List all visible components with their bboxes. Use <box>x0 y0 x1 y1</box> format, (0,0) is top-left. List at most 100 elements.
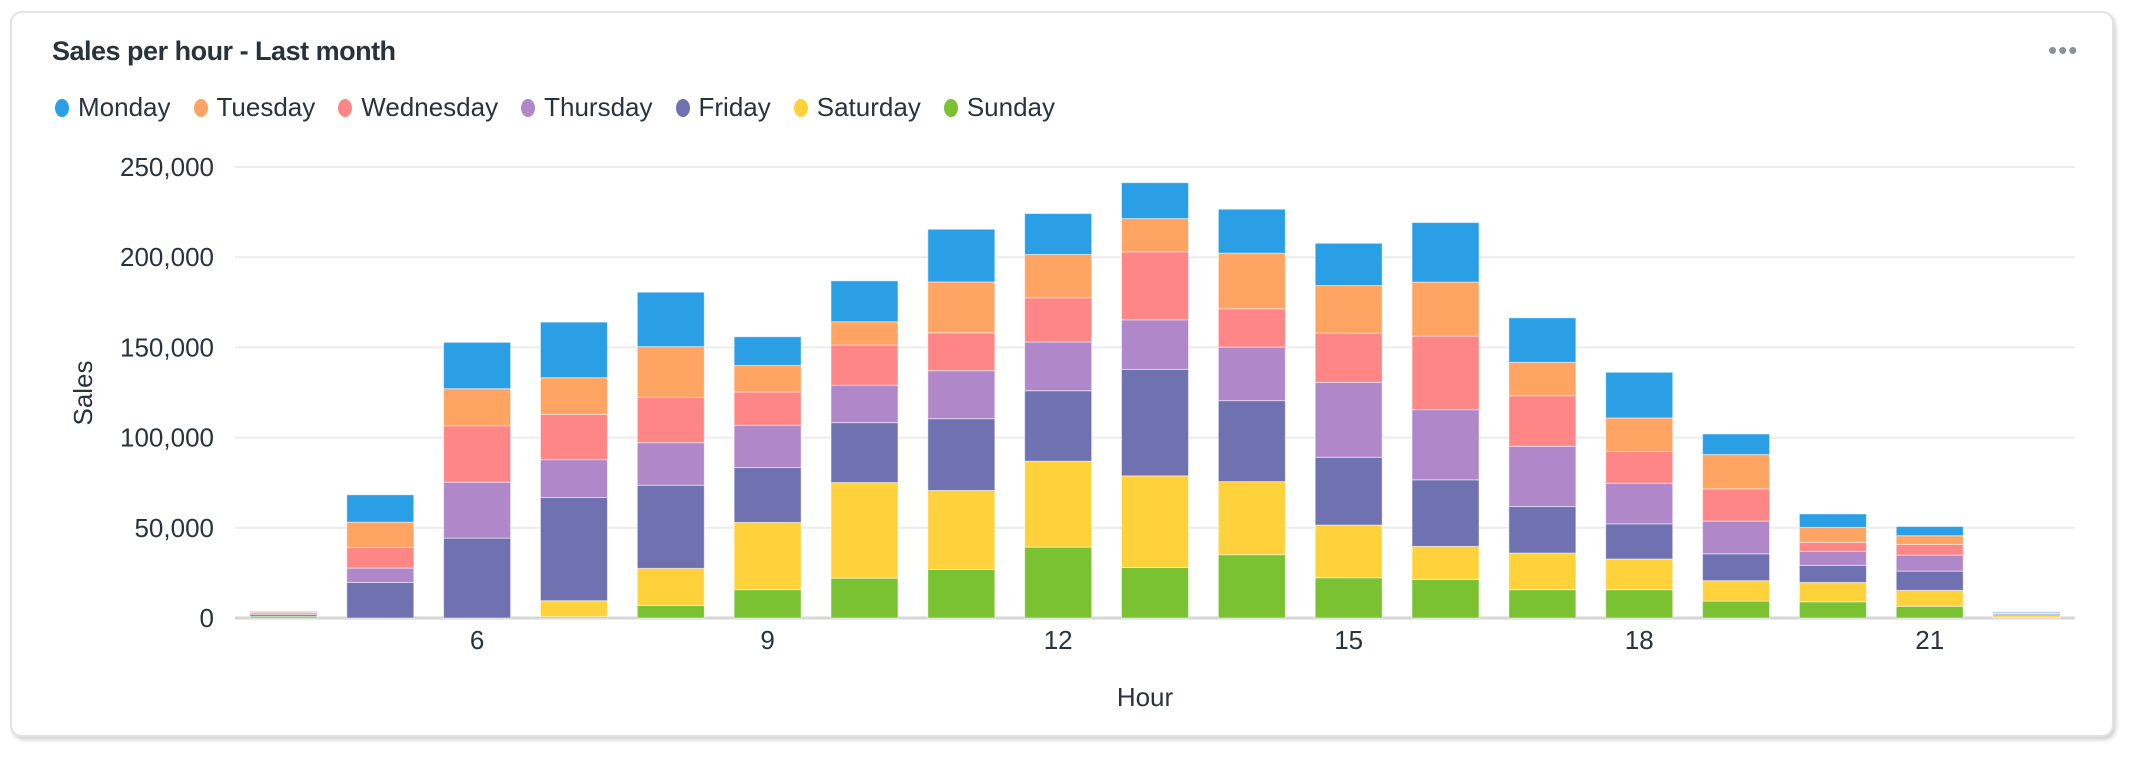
bar-segment-sunday-hour-13 <box>1121 566 1189 619</box>
bar-segment-thursday-hour-14 <box>1217 346 1286 402</box>
bar-segment-tuesday-hour-18 <box>1605 417 1674 452</box>
bar-segment-wednesday-hour-21 <box>1895 543 1964 556</box>
bar-segment-wednesday-hour-10 <box>830 344 899 386</box>
bar-segment-saturday-hour-7 <box>539 600 608 618</box>
legend-dot-icon <box>521 98 536 117</box>
bar-segment-sunday-hour-8 <box>636 604 705 619</box>
bar-segment-friday-hour-8 <box>636 484 705 569</box>
legend-item-thursday[interactable]: Thursday <box>521 92 653 123</box>
bar-segment-sunday-hour-9 <box>733 589 802 619</box>
legend-dot-icon <box>943 98 958 117</box>
bar-segment-wednesday-hour-6 <box>443 425 512 483</box>
bar-segment-saturday-hour-20 <box>1798 581 1867 603</box>
legend-item-wednesday[interactable]: Wednesday <box>338 92 498 123</box>
bar-segment-monday-hour-20 <box>1798 513 1867 528</box>
legend-item-sunday[interactable]: Sunday <box>943 92 1055 123</box>
bar-segment-thursday-hour-11 <box>927 370 996 420</box>
bar-segment-saturday-hour-8 <box>636 567 705 606</box>
bar-segment-friday-hour-10 <box>830 422 899 484</box>
bar-segment-sunday-hour-17 <box>1508 589 1577 619</box>
bar-segment-monday-hour-22 <box>1992 611 2061 614</box>
bar-segment-sunday-hour-11 <box>927 568 996 619</box>
x-tick-label: 9 <box>760 625 774 655</box>
bar-segment-sunday-hour-14 <box>1217 554 1286 619</box>
bar-segment-saturday-hour-18 <box>1605 558 1674 591</box>
bar-segment-friday-hour-17 <box>1508 506 1577 554</box>
bar-segment-tuesday-hour-4 <box>249 610 318 613</box>
bar-segment-monday-hour-21 <box>1895 526 1964 537</box>
bar-segment-sunday-hour-15 <box>1314 577 1383 619</box>
chart-title: Sales per hour - Last month <box>52 36 396 66</box>
bar-segment-sunday-hour-10 <box>830 577 899 619</box>
bar-segment-saturday-hour-12 <box>1024 460 1093 548</box>
bar-segment-monday-hour-12 <box>1024 213 1093 255</box>
bar-segment-saturday-hour-15 <box>1314 524 1383 579</box>
bar-segment-thursday-hour-20 <box>1798 550 1867 566</box>
bar-segment-friday-hour-9 <box>733 467 802 523</box>
bar-segment-thursday-hour-5 <box>346 567 415 583</box>
y-tick-label: 250,000 <box>120 152 214 182</box>
bar-segment-monday-hour-19 <box>1702 433 1771 456</box>
more-options-icon[interactable]: ••• <box>2048 35 2079 65</box>
y-tick-label: 150,000 <box>120 332 214 362</box>
bar-segment-monday-hour-11 <box>927 228 996 283</box>
bar-segment-monday-hour-5 <box>346 494 415 523</box>
bar-segment-friday-hour-19 <box>1702 553 1771 582</box>
bar-segment-thursday-hour-19 <box>1702 520 1771 555</box>
bar-segment-sunday-hour-21 <box>1895 605 1964 619</box>
bar-segment-thursday-hour-12 <box>1024 341 1093 392</box>
bar-segment-tuesday-hour-17 <box>1508 361 1577 397</box>
bar-segment-friday-hour-11 <box>927 418 996 491</box>
bar-segment-thursday-hour-9 <box>733 424 802 469</box>
legend-dot-icon <box>193 98 208 117</box>
bar-segment-wednesday-hour-18 <box>1605 450 1674 484</box>
y-tick-label: 200,000 <box>120 242 214 272</box>
x-tick-label: 15 <box>1334 625 1363 655</box>
bar-segment-tuesday-hour-12 <box>1024 253 1093 299</box>
bar-segment-saturday-hour-10 <box>830 482 899 579</box>
bar-segment-tuesday-hour-15 <box>1314 285 1383 334</box>
bar-segment-wednesday-hour-11 <box>927 332 996 372</box>
bar-segment-monday-hour-17 <box>1508 317 1577 363</box>
legend-label: Thursday <box>544 92 653 122</box>
x-tick-label: 12 <box>1044 625 1073 655</box>
legend-item-friday[interactable]: Friday <box>675 92 771 123</box>
y-tick-label: 100,000 <box>120 423 214 453</box>
bar-segment-friday-hour-20 <box>1798 564 1867 583</box>
bar-segment-friday-hour-5 <box>346 581 415 619</box>
bar-segment-tuesday-hour-16 <box>1411 281 1480 337</box>
bar-segment-tuesday-hour-6 <box>443 388 512 427</box>
bar-segment-monday-hour-14 <box>1217 208 1286 254</box>
bar-segment-friday-hour-21 <box>1895 570 1964 591</box>
bar-segment-thursday-hour-7 <box>539 459 608 498</box>
bar-segment-wednesday-hour-14 <box>1217 308 1286 348</box>
legend-label: Saturday <box>816 92 921 122</box>
bar-segment-thursday-hour-8 <box>636 442 705 486</box>
legend-item-monday[interactable]: Monday <box>55 92 171 123</box>
bar-segment-friday-hour-12 <box>1024 390 1093 462</box>
bar-segment-tuesday-hour-11 <box>927 281 996 334</box>
x-tick-label: 6 <box>470 625 484 655</box>
legend-item-tuesday[interactable]: Tuesday <box>193 92 316 123</box>
x-axis-label: Hour <box>1117 682 1174 712</box>
legend-label: Tuesday <box>216 92 316 122</box>
bar-segment-monday-hour-6 <box>443 341 512 390</box>
legend-item-saturday[interactable]: Saturday <box>793 92 921 123</box>
x-tick-label: 18 <box>1625 625 1654 655</box>
legend-dot-icon <box>55 98 69 117</box>
bar-segment-sunday-hour-18 <box>1605 589 1674 619</box>
bar-segment-friday-hour-18 <box>1605 523 1674 560</box>
bar-segment-saturday-hour-14 <box>1217 481 1286 556</box>
bar-segment-tuesday-hour-10 <box>830 321 899 346</box>
bar-segment-sunday-hour-20 <box>1798 601 1867 619</box>
bar-segment-friday-hour-6 <box>443 537 512 619</box>
bar-segment-tuesday-hour-9 <box>733 364 802 393</box>
bar-segment-tuesday-hour-21 <box>1895 535 1964 545</box>
bar-segment-monday-hour-7 <box>539 321 608 379</box>
bar-segment-saturday-hour-19 <box>1702 580 1771 602</box>
bar-segment-tuesday-hour-8 <box>636 346 705 398</box>
bar-segment-friday-hour-7 <box>539 496 608 602</box>
bar-segment-friday-hour-14 <box>1217 400 1286 483</box>
legend-dot-icon <box>793 98 808 117</box>
